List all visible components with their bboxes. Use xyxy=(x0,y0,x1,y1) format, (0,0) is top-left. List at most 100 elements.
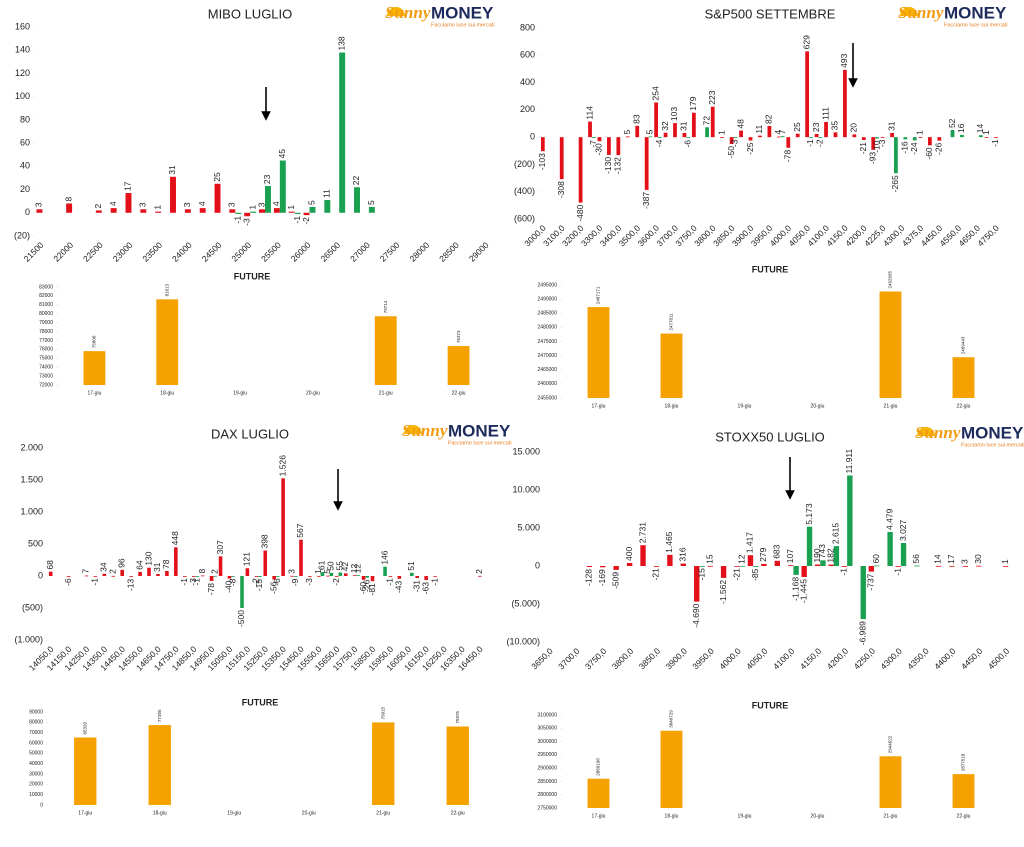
data-label: 11 xyxy=(754,125,764,134)
y-tick-label: 3000000 xyxy=(538,739,558,745)
bar xyxy=(120,569,124,576)
y-tick-label: 0 xyxy=(40,802,43,808)
bar xyxy=(694,566,700,602)
y-tick-label: (1.000) xyxy=(14,634,43,644)
y-tick-label: 20 xyxy=(20,184,30,194)
data-label: 2492695 xyxy=(888,270,893,288)
data-label: 4 xyxy=(197,201,207,206)
data-label: -21 xyxy=(858,142,868,155)
y-tick-label: 400 xyxy=(520,77,535,87)
data-label: -63 xyxy=(420,582,430,595)
chart: FUTURE 2750000 2800000 2850000 2900000 295000… xyxy=(538,700,975,819)
x-tick-label: 20-giu xyxy=(811,403,825,409)
bar xyxy=(900,542,907,566)
logo-sun xyxy=(404,425,422,434)
data-label: -26 xyxy=(361,579,371,592)
y-tick-label: 83000 xyxy=(39,284,53,290)
data-label: 82 xyxy=(764,114,774,124)
data-label: 3 xyxy=(227,202,237,207)
bar xyxy=(326,575,330,577)
y-tick-label: 2495000 xyxy=(538,282,558,288)
bar xyxy=(890,132,894,138)
y-tick-label: 100 xyxy=(15,91,30,101)
data-label: 16 xyxy=(956,123,966,133)
bar xyxy=(660,730,683,808)
data-label: 493 xyxy=(839,53,849,67)
bar xyxy=(918,137,923,138)
bar xyxy=(339,52,346,213)
y-tick-label: (20) xyxy=(14,230,30,240)
bar xyxy=(644,137,649,190)
y-tick-label: 70000 xyxy=(29,730,43,736)
bar xyxy=(140,209,147,213)
data-label: 31 xyxy=(679,121,689,131)
bar xyxy=(299,539,303,576)
bar xyxy=(626,562,633,566)
bar xyxy=(868,566,874,572)
data-label: 4 xyxy=(271,201,281,206)
bar xyxy=(658,137,662,138)
y-tick-label: 600 xyxy=(520,50,535,60)
data-label: -2 xyxy=(251,578,261,586)
data-label: -1 xyxy=(839,568,849,576)
y-tick-label: 2900000 xyxy=(538,765,558,771)
chart: FUTURE 0 10000 20000 30000 40000 50000 60000 700… xyxy=(29,697,469,816)
data-label: -26 xyxy=(934,142,944,155)
data-label: 76373 xyxy=(456,330,461,343)
data-label: -308 xyxy=(556,181,566,198)
logo-sun xyxy=(900,7,918,16)
x-tick-label: 22-giu xyxy=(452,390,466,396)
data-label: 8 xyxy=(197,568,207,573)
data-label: -60 xyxy=(924,147,934,160)
data-label: -1 xyxy=(990,139,1000,147)
bar xyxy=(912,137,917,141)
y-tick-label: 2455000 xyxy=(538,395,558,401)
data-label: -15 xyxy=(254,579,264,592)
bar xyxy=(935,565,942,567)
bar xyxy=(309,206,316,213)
data-label: 1.417 xyxy=(745,532,755,554)
x-tick-label: 20-giu xyxy=(306,390,320,396)
data-label: 2877518 xyxy=(961,753,966,771)
bar xyxy=(937,137,942,141)
y-tick-label: 81000 xyxy=(39,302,53,308)
data-label: 2487171 xyxy=(596,286,601,304)
bar xyxy=(613,566,619,570)
bar xyxy=(949,565,955,567)
y-tick-label: (600) xyxy=(514,213,535,223)
bar xyxy=(747,555,754,566)
x-tick-label: 21-giu xyxy=(884,403,898,409)
data-label: -132 xyxy=(613,157,623,174)
data-label: -500 xyxy=(236,610,246,627)
y-tick-label: 3050000 xyxy=(538,726,558,732)
bar xyxy=(214,183,221,213)
bar xyxy=(950,130,955,138)
x-tick-label: 20-giu xyxy=(302,810,316,816)
data-label: -15 xyxy=(696,568,706,581)
data-label: 130 xyxy=(143,551,153,565)
data-label: -1.562 xyxy=(718,580,728,604)
data-label: 2 xyxy=(474,569,484,574)
y-tick-label: 2850000 xyxy=(538,779,558,785)
data-label: 190 xyxy=(812,548,822,562)
data-label: -1 xyxy=(90,578,100,586)
chart-title: FUTURE xyxy=(234,271,271,281)
data-label: 1 xyxy=(915,130,925,135)
y-tick-label: 80000 xyxy=(39,311,53,317)
bar xyxy=(814,134,819,138)
chart-title: FUTURE xyxy=(752,700,789,710)
y-tick-label: 0 xyxy=(25,207,30,217)
bar xyxy=(279,160,286,213)
bar xyxy=(761,563,767,566)
logo-name: MONEY xyxy=(944,3,1007,22)
data-label: 4 xyxy=(773,130,783,135)
bar xyxy=(155,211,162,213)
bar xyxy=(663,132,668,138)
bar xyxy=(874,565,880,567)
data-label: -9 xyxy=(290,578,300,586)
bar xyxy=(806,526,813,566)
bar xyxy=(354,187,360,213)
bar xyxy=(616,137,621,156)
